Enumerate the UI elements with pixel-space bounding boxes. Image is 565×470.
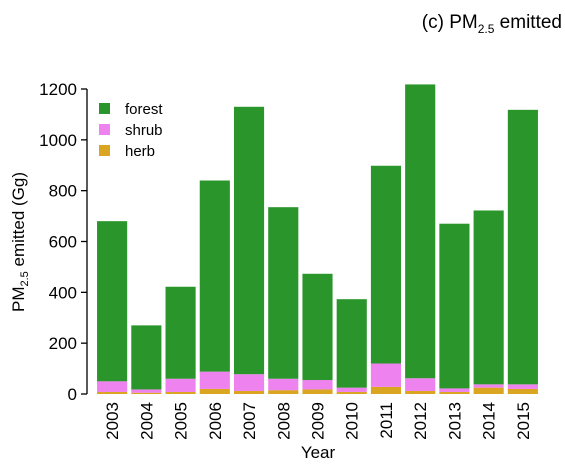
bar-segment [233,374,265,391]
bar-segment [199,180,230,372]
bar-segment [165,391,196,394]
bar-segment [336,299,367,388]
bar-segment [336,387,367,392]
bar-segment [302,273,333,381]
bar-segment [473,210,504,385]
bar-segment [473,384,504,388]
y-label-sub: 2.5 [19,271,31,286]
x-tick-label: 2011 [377,402,396,439]
bar-segment [97,391,128,394]
bar-segment [405,390,436,394]
bar-segment [370,363,402,387]
y-tick-label: 200 [49,334,77,353]
bar-segment [268,390,299,394]
legend-swatch [99,145,110,156]
bar-segment [233,390,265,394]
bar-segment [131,392,162,394]
y-tick-label: 800 [49,182,77,201]
x-tick-label: 2003 [103,402,122,440]
bar-segment [507,384,538,389]
bar-segment [302,389,333,394]
legend-label: herb [125,143,155,160]
y-label-rest: emitted (Gg) [9,172,28,271]
y-axis-label: PM2.5 emitted (Gg) [9,172,31,312]
x-tick-label: 2008 [274,402,293,440]
bar-segment [439,223,470,389]
x-tick-label: 2006 [206,402,225,440]
bar-segment [405,378,436,391]
bar-segment [131,325,162,390]
y-tick-label: 1000 [39,131,77,150]
y-label-main: PM [9,287,28,313]
bar-segment [97,381,128,392]
bar-segment [370,386,402,394]
bar-segment [302,380,333,390]
chart-title: (c) PM2.5 emitted [422,12,562,36]
bar-segment [336,391,367,394]
bar-segment [439,388,470,392]
legend-label: shrub [125,122,163,139]
bar-segment [370,165,402,364]
y-tick-label: 0 [68,385,77,404]
bar-segment [507,109,538,385]
x-tick-label: 2007 [240,402,259,440]
y-tick-label: 600 [49,233,77,252]
x-tick-label: 2010 [343,402,362,440]
x-tick-label: 2013 [445,402,464,440]
x-tick-label: 2014 [480,402,499,440]
bar-segment [268,378,299,391]
y-tick-label: 400 [49,283,77,302]
bar-segment [165,378,196,392]
bar-segment [199,388,230,394]
bar-segment [439,391,470,394]
x-axis-label: Year [301,443,336,462]
x-tick-label: 2009 [309,402,328,440]
x-tick-label: 2005 [172,402,191,440]
bar-segment [507,388,538,394]
legend-label: forest [125,101,163,118]
title-main: (c) PM [422,12,478,33]
bar-segment [473,387,504,394]
bar-segment [199,371,230,389]
bar-segment [97,221,128,382]
bar-segment [165,286,196,379]
bar-segment [405,84,436,379]
title-rest: emitted [494,12,562,33]
y-tick-label: 1200 [39,80,77,99]
bar-segment [233,106,265,375]
bar-segment [268,207,299,379]
legend-swatch [99,124,110,135]
title-sub: 2.5 [478,22,495,36]
x-tick-label: 2012 [411,402,430,440]
x-tick-label: 2004 [137,402,156,440]
x-tick-label: 2015 [514,402,533,440]
legend-swatch [99,103,110,114]
bar-segment [131,389,162,393]
